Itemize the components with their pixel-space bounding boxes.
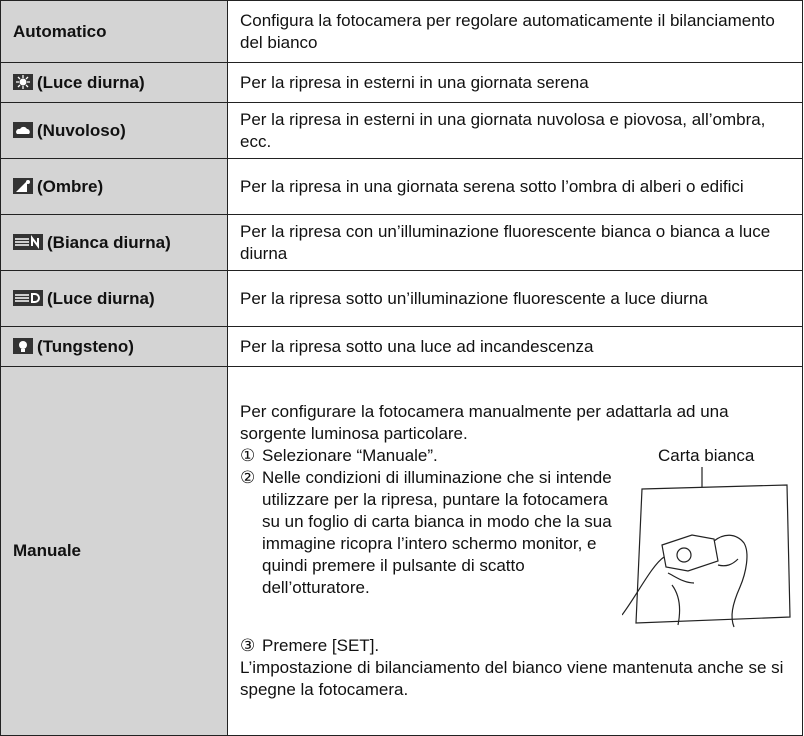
intro: Per configurare la fotocamera manualment… [240, 402, 729, 443]
description: Per la ripresa in esterni in una giornat… [227, 102, 803, 159]
row: (Nuvoloso) Per la ripresa in esterni in u… [0, 102, 803, 159]
row: (Ombre) Per la ripresa in una giornata se… [0, 158, 803, 215]
step-text: Selezionare “Manuale”. [262, 446, 438, 465]
step-marker: ① [240, 446, 256, 465]
row: (Luce diurna) Per la ripresa in esterni i… [0, 62, 803, 103]
row: Automatico Configura la fotocamera per re… [0, 0, 803, 63]
label: (Ombre) [37, 176, 104, 196]
icon-shade [13, 177, 33, 194]
description: Per la ripresa in una giornata serena so… [227, 158, 803, 215]
label-cell: (Nuvoloso) [0, 102, 228, 159]
label: (Nuvoloso) [37, 120, 126, 140]
row: (Luce diurna) Per la ripresa sotto un’ill… [0, 270, 803, 327]
step: ③ Premere [SET]. [240, 635, 790, 657]
icon-fluorescent-white [13, 233, 43, 250]
icon-fluorescent-daylight [13, 289, 43, 306]
step: ② Nelle condizioni di illuminazione che s… [240, 467, 622, 599]
label-cell: (Luce diurna) [0, 62, 228, 103]
label: Manuale [0, 366, 228, 736]
label: (Luce diurna) [47, 288, 155, 308]
icon-daylight [13, 73, 33, 90]
label-cell: (Bianca diurna) [0, 214, 228, 271]
illustration [622, 467, 791, 628]
description: Per la ripresa sotto un’illuminazione fl… [227, 270, 803, 327]
step-marker: ② [240, 468, 256, 487]
label-cell: (Luce diurna) [0, 270, 228, 327]
label: (Luce diurna) [37, 72, 145, 92]
description: Per configurare la fotocamera manualment… [227, 366, 803, 736]
label: (Bianca diurna) [47, 232, 171, 252]
row: Manuale Per configurare la fotocamera ma… [0, 366, 803, 736]
figure-caption: Carta bianca [658, 446, 755, 465]
step-text: Premere [SET]. [262, 636, 380, 655]
label-cell: (Ombre) [0, 158, 228, 215]
label-cell: (Tungsteno) [0, 326, 228, 367]
figure: Carta bianca [622, 445, 794, 635]
icon-cloudy [13, 121, 33, 138]
step: ① Selezionare “Manuale”. [240, 445, 622, 467]
row: (Tungsteno) Per la ripresa sotto una luce… [0, 326, 803, 367]
label: Automatico [0, 0, 228, 63]
step-marker: ③ [240, 636, 256, 655]
description: Per la ripresa sotto una luce ad incande… [227, 326, 803, 367]
note: L’impostazione di bilanciamento del bian… [240, 658, 784, 699]
row: (Bianca diurna) Per la ripresa con un’ill… [0, 214, 803, 271]
description: Configura la fotocamera per regolare aut… [227, 0, 803, 63]
label: (Tungsteno) [37, 336, 134, 356]
description: Per la ripresa in esterni in una giornat… [227, 62, 803, 103]
icon-tungsten [13, 337, 33, 354]
description: Per la ripresa con un’illuminazione fluo… [227, 214, 803, 271]
step-text: Nelle condizioni di illuminazione che si… [262, 468, 612, 597]
